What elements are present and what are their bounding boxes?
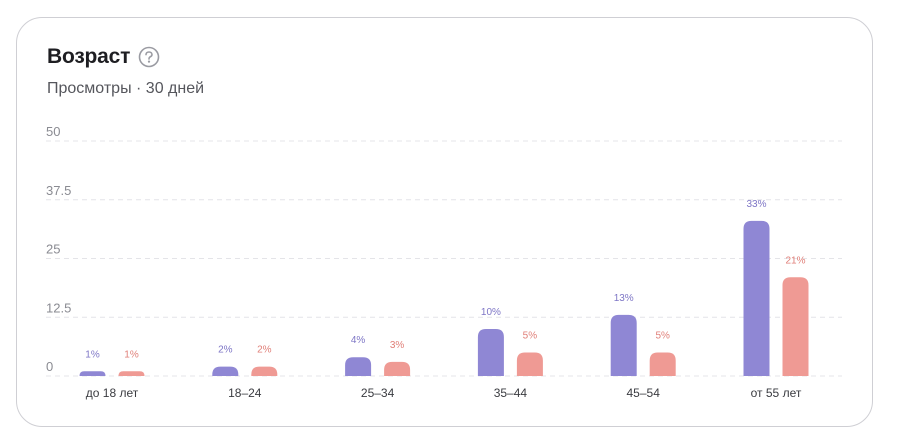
bar xyxy=(649,352,676,376)
data-label: 2% xyxy=(218,345,233,356)
data-label: 5% xyxy=(523,331,538,342)
data-label: 2% xyxy=(257,345,272,356)
y-tick-label: 0 xyxy=(46,359,53,374)
bar xyxy=(477,329,504,376)
data-label: 3% xyxy=(390,340,405,351)
x-tick-label: 25–34 xyxy=(361,386,395,400)
bar xyxy=(251,366,278,376)
y-tick-label: 12.5 xyxy=(46,300,71,315)
bar xyxy=(516,352,543,376)
x-tick-label: 45–54 xyxy=(627,386,661,400)
bar xyxy=(345,357,372,376)
card-header: Возраст xyxy=(47,45,160,69)
data-label: 1% xyxy=(124,349,139,360)
bar xyxy=(743,220,770,376)
bar xyxy=(384,361,411,376)
bar xyxy=(118,371,145,376)
y-tick-label: 37.5 xyxy=(46,183,71,198)
bar xyxy=(212,366,239,376)
x-tick-label: 35–44 xyxy=(494,386,528,400)
data-label: 4% xyxy=(351,335,366,346)
y-tick-label: 25 xyxy=(46,242,60,257)
data-label: 33% xyxy=(746,199,766,210)
x-tick-label: до 18 лет xyxy=(86,386,139,400)
data-label: 10% xyxy=(481,307,501,318)
bar xyxy=(610,314,637,376)
data-label: 5% xyxy=(655,331,670,342)
bar xyxy=(782,277,809,376)
question-circle-icon[interactable] xyxy=(138,46,160,68)
x-tick-label: 18–24 xyxy=(228,386,262,400)
age-card: Возраст Просмотры · 30 дней xyxy=(16,17,873,427)
card-title: Возраст xyxy=(47,45,131,68)
data-label: 13% xyxy=(614,293,634,304)
x-tick-label: от 55 лет xyxy=(751,386,802,400)
card-subtitle: Просмотры · 30 дней xyxy=(47,80,205,97)
data-label: 21% xyxy=(785,255,805,266)
y-tick-label: 50 xyxy=(46,124,60,139)
bar xyxy=(79,371,106,376)
data-label: 1% xyxy=(85,349,100,360)
